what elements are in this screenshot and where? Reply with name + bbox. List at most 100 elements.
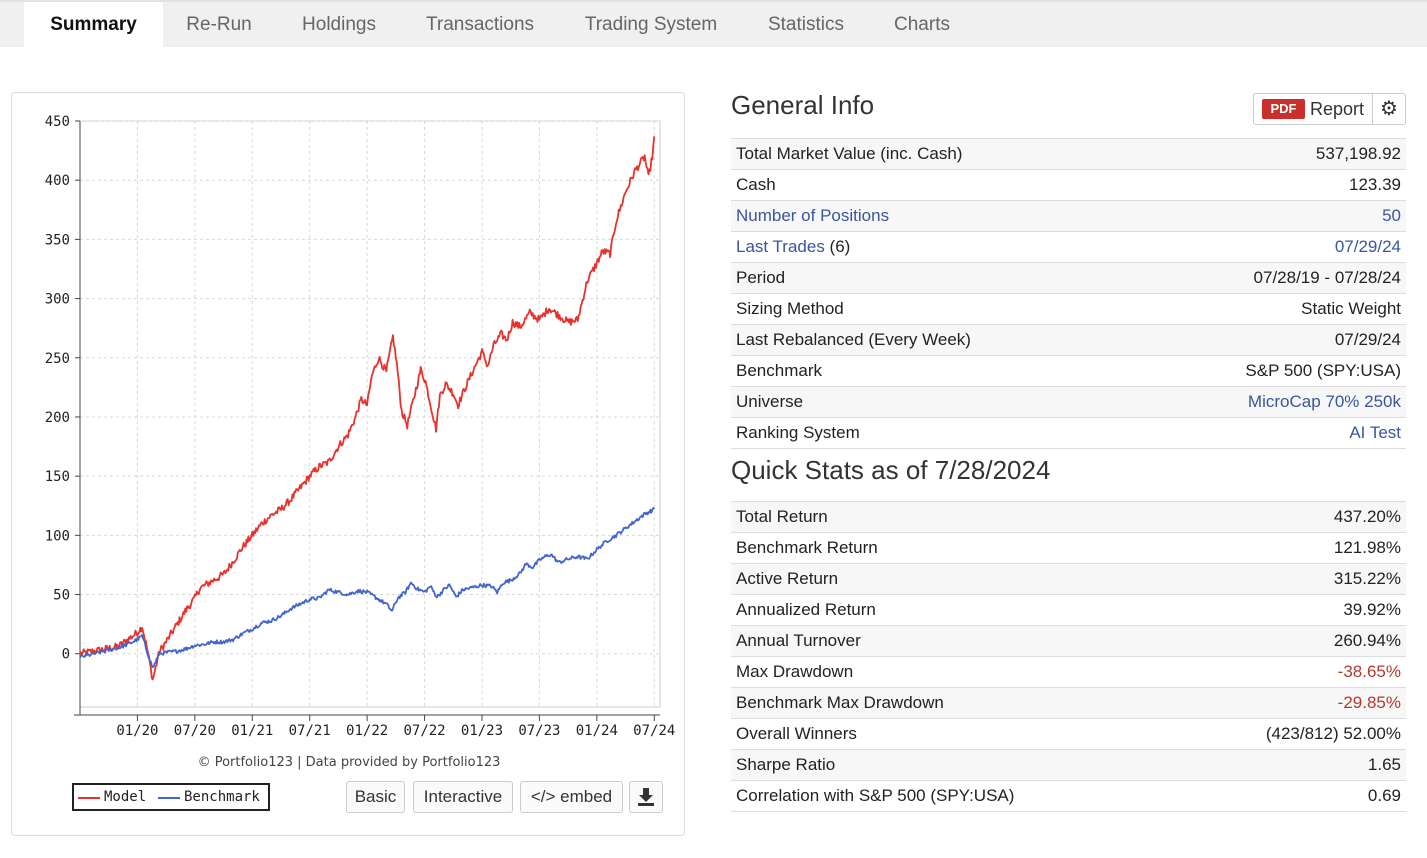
row-label-cell: Correlation with S&P 500 (SPY:USA) — [731, 780, 1181, 812]
row-value-cell: MicroCap 70% 250k — [1133, 386, 1406, 418]
y-tick-label: 450 — [45, 114, 70, 130]
table-row: Number of Positions 50 — [731, 200, 1406, 232]
row-label-cell: Benchmark Return — [731, 532, 1181, 564]
y-tick-label: 250 — [45, 351, 70, 367]
row-label-cell: Universe — [731, 386, 1134, 418]
row-value-cell: -38.65% — [1180, 656, 1406, 688]
y-tick-label: 0 — [62, 647, 70, 663]
x-tick-label: 01/22 — [346, 723, 388, 739]
y-tick-label: 350 — [45, 232, 70, 248]
row-value[interactable]: 50 — [1382, 206, 1401, 225]
interactive-button[interactable]: Interactive — [413, 781, 513, 813]
row-label: Total Market Value (inc. Cash) — [736, 144, 963, 163]
performance-chart[interactable]: 450 400 350 300 250 200 150 100 50 0 01/20 07/20 01/… — [12, 93, 686, 753]
row-value: 07/28/19 - 07/28/24 — [1253, 268, 1401, 287]
row-value-cell: 437.20% — [1180, 501, 1406, 533]
table-row: Correlation with S&P 500 (SPY:USA) 0.69 — [731, 780, 1406, 812]
quick-stats-table: Total Return 437.20% Benchmark Return 121.9… — [731, 501, 1406, 812]
row-value-cell: 39.92% — [1180, 594, 1406, 626]
row-value: 39.92% — [1343, 600, 1401, 619]
x-tick-label: 01/20 — [116, 723, 158, 739]
row-label-cell: Overall Winners — [731, 718, 1181, 750]
gear-icon[interactable]: ⚙ — [1372, 94, 1405, 124]
row-label-cell: Cash — [731, 169, 1134, 201]
row-value-cell: 0.69 — [1180, 780, 1406, 812]
row-value-cell: (423/812) 52.00% — [1180, 718, 1406, 750]
table-row: Last Trades (6) 07/29/24 — [731, 231, 1406, 263]
row-label: Annualized Return — [736, 600, 876, 619]
row-value[interactable]: MicroCap 70% 250k — [1247, 392, 1401, 411]
y-tick-label: 200 — [45, 410, 70, 426]
tab-trading-system[interactable]: Trading System — [584, 14, 718, 35]
tab-transactions[interactable]: Transactions — [425, 14, 535, 35]
row-value: 537,198.92 — [1315, 144, 1401, 163]
row-value: 123.39 — [1349, 175, 1401, 194]
report-button[interactable]: PDF Report ⚙ — [1253, 93, 1406, 125]
x-tick-label: 01/24 — [576, 723, 618, 739]
table-row: Total Return 437.20% — [731, 501, 1406, 533]
legend-model: Model — [104, 789, 147, 805]
tab-holdings[interactable]: Holdings — [302, 14, 376, 35]
tab-re-run[interactable]: Re-Run — [186, 14, 252, 35]
basic-button[interactable]: Basic — [346, 781, 405, 813]
table-row: Max Drawdown -38.65% — [731, 656, 1406, 688]
row-value-cell: 1.65 — [1180, 749, 1406, 781]
general-info-table: Total Market Value (inc. Cash) 537,198.92… — [731, 138, 1406, 449]
report-label: Report — [1310, 99, 1365, 119]
table-row: Benchmark S&P 500 (SPY:USA) — [731, 355, 1406, 387]
row-value: 121.98% — [1333, 538, 1401, 557]
row-label[interactable]: Last Trades — [736, 237, 825, 256]
row-value: Static Weight — [1301, 299, 1401, 318]
row-label: Correlation with S&P 500 (SPY:USA) — [736, 786, 1015, 805]
row-value-cell: Static Weight — [1133, 293, 1406, 325]
row-label-cell: Max Drawdown — [731, 656, 1181, 688]
x-tick-label: 07/22 — [403, 723, 445, 739]
row-value[interactable]: 07/29/24 — [1334, 237, 1401, 256]
row-label-cell: Active Return — [731, 563, 1181, 595]
tab-charts[interactable]: Charts — [894, 14, 950, 35]
table-row: Total Market Value (inc. Cash) 537,198.92 — [731, 138, 1406, 170]
row-value-cell: AI Test — [1133, 417, 1406, 449]
row-label-cell: Sharpe Ratio — [731, 749, 1181, 781]
benchmark-series-line — [79, 507, 656, 668]
row-label-cell: Benchmark — [731, 355, 1134, 387]
download-button[interactable] — [629, 781, 663, 813]
table-row: Sizing Method Static Weight — [731, 293, 1406, 325]
row-label-cell: Sizing Method — [731, 293, 1134, 325]
row-label[interactable]: Number of Positions — [736, 206, 890, 225]
quick-stats-title: Quick Stats as of 7/28/2024 — [731, 455, 1051, 485]
general-info-title: General Info — [731, 90, 875, 120]
benchmark-legend-swatch — [158, 797, 180, 799]
row-value: S&P 500 (SPY:USA) — [1245, 361, 1401, 380]
row-value-cell: 121.98% — [1180, 532, 1406, 564]
table-row: Annualized Return 39.92% — [731, 594, 1406, 626]
y-tick-label: 50 — [53, 588, 70, 604]
row-value: -29.85% — [1337, 693, 1401, 712]
row-value-cell: 123.39 — [1133, 169, 1406, 201]
row-label-cell: Annualized Return — [731, 594, 1181, 626]
embed-button[interactable]: </> embed — [520, 781, 623, 813]
row-value-cell: 07/29/24 — [1133, 324, 1406, 356]
tab-summary[interactable]: Summary — [24, 2, 163, 47]
x-tick-label: 07/20 — [174, 723, 216, 739]
row-label: Ranking System — [736, 423, 860, 442]
tab-statistics[interactable]: Statistics — [767, 14, 845, 35]
model-legend-swatch — [78, 797, 100, 799]
plot-area — [79, 120, 661, 708]
row-value: 1.65 — [1367, 755, 1401, 774]
row-label: Sizing Method — [736, 299, 844, 318]
x-tick-label: 07/23 — [518, 723, 560, 739]
row-label: Benchmark — [736, 361, 822, 380]
row-value-cell: 50 — [1133, 200, 1406, 232]
row-label: Annual Turnover — [736, 631, 861, 650]
row-label: Benchmark Return — [736, 538, 878, 557]
y-tick-label: 150 — [45, 469, 70, 485]
row-value: 260.94% — [1333, 631, 1401, 650]
row-label-cell: Number of Positions — [731, 200, 1134, 232]
row-value-cell: S&P 500 (SPY:USA) — [1133, 355, 1406, 387]
row-label-cell: Ranking System — [731, 417, 1134, 449]
row-value[interactable]: AI Test — [1349, 423, 1401, 442]
row-label-suffix: (6) — [824, 237, 851, 256]
row-label: Total Return — [736, 507, 828, 526]
table-row: Benchmark Max Drawdown -29.85% — [731, 687, 1406, 719]
